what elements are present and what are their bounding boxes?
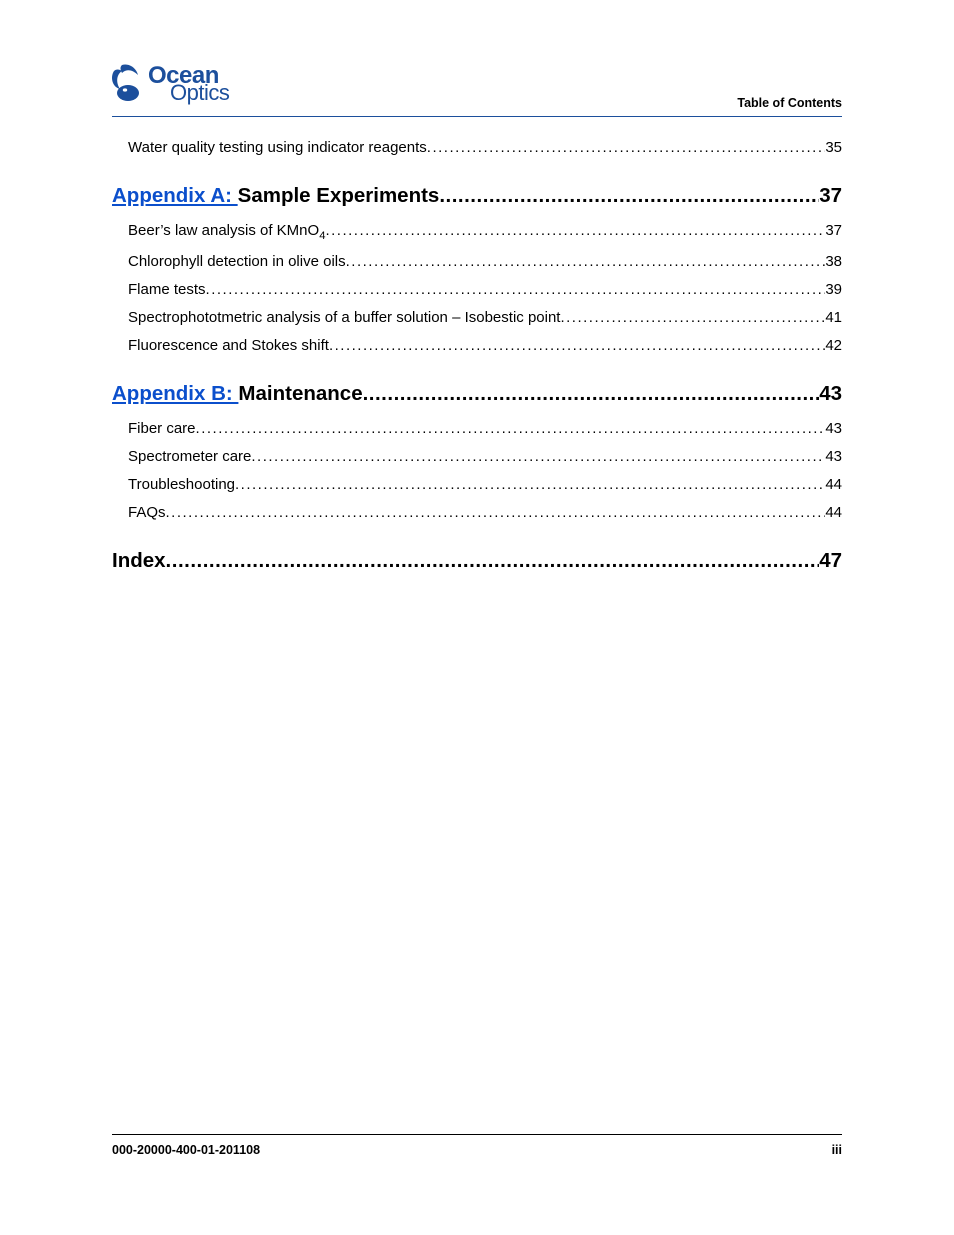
toc-entry-page: 39 — [825, 281, 842, 298]
brand-logo: Ocean Optics — [108, 63, 229, 105]
toc-leader-dots — [427, 139, 826, 156]
toc-sub-entry[interactable]: Beer’s law analysis of KMnO4 37 — [128, 222, 842, 242]
toc-sub-entry[interactable]: Water quality testing using indicator re… — [128, 139, 842, 156]
toc-leader-dots — [206, 281, 826, 298]
toc-leader-dots — [329, 337, 825, 354]
footer-page-number: iii — [832, 1143, 842, 1157]
toc-heading-page: 37 — [819, 184, 842, 208]
toc-sub-entry[interactable]: Chlorophyll detection in olive oils 38 — [128, 253, 842, 270]
toc-leader-dots — [166, 549, 820, 573]
toc-leader-dots — [196, 420, 826, 437]
page: Ocean Optics Table of Contents Water qua… — [0, 0, 954, 1235]
page-footer: 000-20000-400-01-201108 iii — [112, 1134, 842, 1157]
header-section-title: Table of Contents — [737, 96, 842, 110]
toc-heading-link[interactable]: Appendix B: — [112, 382, 238, 405]
toc-sub-entry[interactable]: Troubleshooting 44 — [128, 476, 842, 493]
toc-heading-page: 43 — [819, 382, 842, 406]
logo-text-line2: Optics — [170, 83, 229, 103]
toc-sub-entry[interactable]: FAQs 44 — [128, 504, 842, 521]
toc-entry-page: 38 — [825, 253, 842, 270]
toc-entry-page: 41 — [825, 309, 842, 326]
toc-sub-entry[interactable]: Fluorescence and Stokes shift 42 — [128, 337, 842, 354]
toc-entry-page: 44 — [825, 504, 842, 521]
toc-sub-entry[interactable]: Flame tests 39 — [128, 281, 842, 298]
toc-leader-dots — [235, 476, 825, 493]
toc-heading-label: Appendix B: Maintenance — [112, 382, 363, 406]
toc-heading-label: Appendix A: Sample Experiments — [112, 184, 439, 208]
toc-sub-entry[interactable]: Spectrophototmetric analysis of a buffer… — [128, 309, 842, 326]
toc-leader-dots — [325, 222, 825, 239]
toc-entry-label: Spectrophototmetric analysis of a buffer… — [128, 309, 560, 326]
toc-leader-dots — [346, 253, 826, 270]
table-of-contents: Water quality testing using indicator re… — [112, 139, 842, 573]
toc-entry-label: Fluorescence and Stokes shift — [128, 337, 329, 354]
toc-sub-entry[interactable]: Fiber care 43 — [128, 420, 842, 437]
page-header: Ocean Optics Table of Contents — [112, 65, 842, 117]
toc-entry-label: FAQs — [128, 504, 166, 521]
toc-heading-link[interactable]: Appendix A: — [112, 184, 238, 207]
toc-section-heading[interactable]: Appendix B: Maintenance 43 — [112, 382, 842, 406]
toc-leader-dots — [363, 382, 820, 406]
toc-entry-page: 43 — [825, 420, 842, 437]
toc-leader-dots — [560, 309, 825, 326]
toc-leader-dots — [251, 448, 825, 465]
toc-entry-label: Chlorophyll detection in olive oils — [128, 253, 346, 270]
toc-leader-dots — [166, 504, 826, 521]
toc-section-heading[interactable]: Index 47 — [112, 549, 842, 573]
toc-entry-label: Water quality testing using indicator re… — [128, 139, 427, 156]
toc-entry-page: 42 — [825, 337, 842, 354]
toc-section-heading[interactable]: Appendix A: Sample Experiments 37 — [112, 184, 842, 208]
toc-entry-label: Spectrometer care — [128, 448, 251, 465]
toc-entry-label: Beer’s law analysis of KMnO4 — [128, 222, 325, 242]
toc-leader-dots — [439, 184, 819, 208]
content-area: Ocean Optics Table of Contents Water qua… — [112, 65, 842, 587]
toc-heading-label: Index — [112, 549, 166, 573]
toc-entry-page: 37 — [825, 222, 842, 239]
toc-entry-page: 35 — [825, 139, 842, 156]
toc-entry-page: 44 — [825, 476, 842, 493]
toc-entry-label: Troubleshooting — [128, 476, 235, 493]
toc-entry-label: Flame tests — [128, 281, 206, 298]
footer-doc-number: 000-20000-400-01-201108 — [112, 1143, 260, 1157]
toc-sub-entry[interactable]: Spectrometer care 43 — [128, 448, 842, 465]
toc-entry-label: Fiber care — [128, 420, 196, 437]
toc-heading-page: 47 — [819, 549, 842, 573]
ocean-optics-icon — [108, 63, 148, 105]
toc-entry-page: 43 — [825, 448, 842, 465]
